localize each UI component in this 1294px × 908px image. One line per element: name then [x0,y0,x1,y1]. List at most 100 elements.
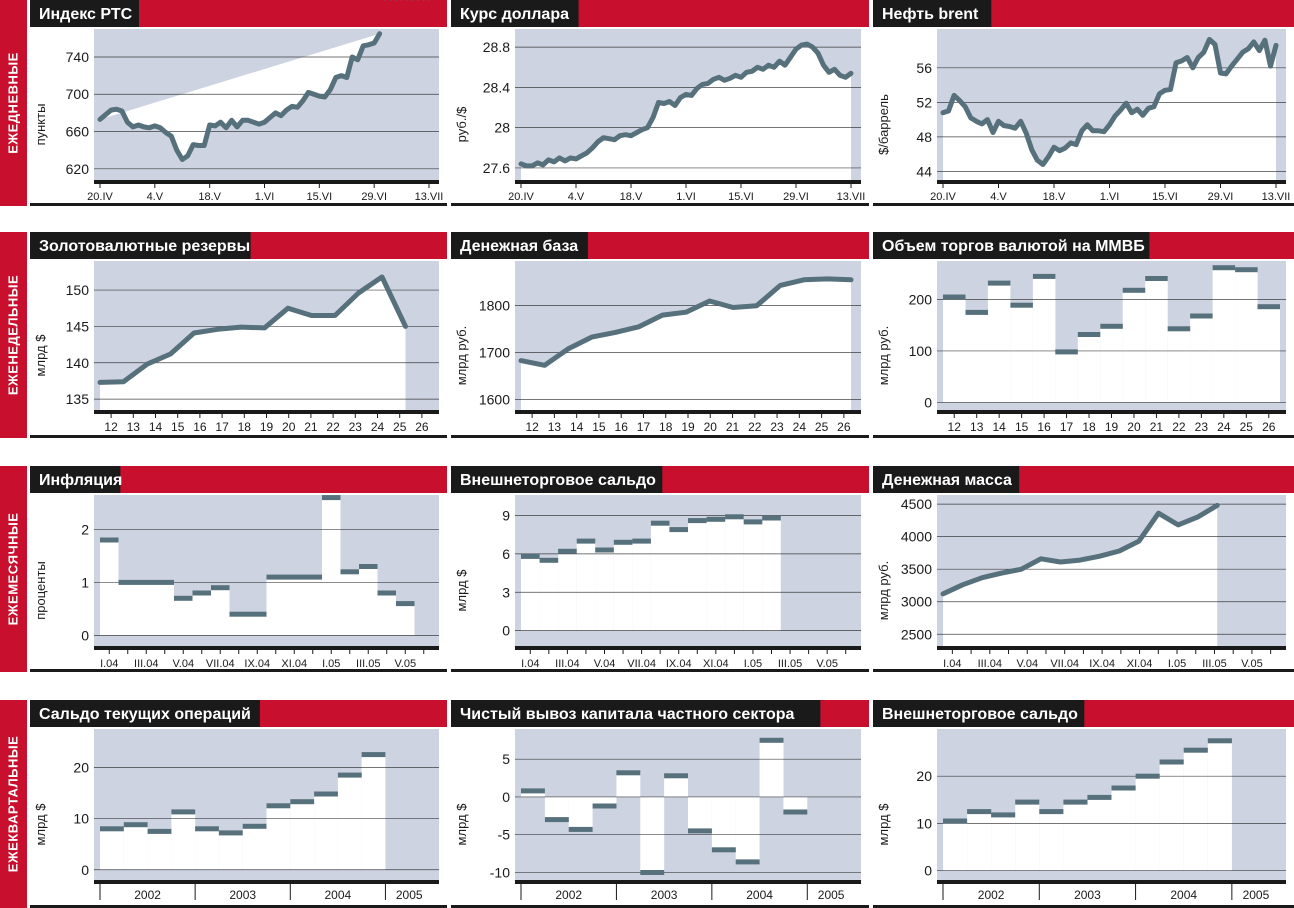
bar-level [521,553,540,559]
x-tick-label: 24 [371,420,385,434]
data-point [828,71,830,73]
chart-title: Денежная база [460,238,578,255]
y-tick-label: 145 [66,318,90,334]
data-point [1153,106,1155,108]
bar-fill [1207,740,1232,871]
bar-fill [616,772,641,797]
bar-fill [688,797,712,831]
x-tick-label: 24 [1217,420,1231,434]
x-tick-label: 16 [1037,420,1051,434]
title-bg [451,0,579,27]
data-point [992,131,994,134]
data-point [970,117,972,119]
x-axis [515,880,861,884]
bar-level [669,527,688,533]
data-point [1197,516,1199,518]
x-tick-label: 4.V [990,191,1007,203]
data-point [334,314,336,317]
y-axis-label: млрд $ [33,803,48,846]
bar-level [1235,267,1258,273]
chart-title: Нефть brent [882,6,979,23]
bar-level [118,579,137,585]
data-point [240,326,242,328]
y-axis-label: млрд $ [33,334,48,377]
x-tick-label: 29.VI [1208,191,1234,203]
bar-level [266,574,285,580]
data-point [536,162,539,164]
bar-level [568,826,593,832]
data-point [1058,150,1061,152]
data-point [740,76,742,78]
bar-level [396,601,415,607]
data-point [567,348,569,350]
data-point [357,292,360,294]
y-tick-label: 660 [66,124,90,140]
data-point [575,158,577,160]
x-tick-label: 20 [704,420,718,434]
x-tick-label: XI.04 [281,658,307,670]
x-tick-label: IX.04 [244,658,270,670]
data-point [614,331,616,333]
bar-fill [1111,788,1136,871]
title-bg [873,700,1085,727]
bar-fill [650,523,670,631]
x-tick-label: 15 [1015,420,1029,434]
y-tick-label: 135 [66,391,90,407]
data-point [833,68,836,70]
data-point [126,121,128,123]
bar-fill [285,577,304,636]
x-tick-label: VII.04 [1050,658,1079,670]
x-tick-label: 20.IV [508,191,534,203]
data-point [1164,89,1166,91]
panel-bottom-border [873,905,1294,908]
data-point [959,100,961,102]
data-point [146,363,148,365]
x-tick-label: 14 [149,420,163,434]
bar-fill [1212,267,1236,403]
y-tick-label: 1700 [479,345,510,361]
chart-capital_outflow: Чистый вывоз капитала частного сектора -1… [451,700,869,908]
data-point [110,109,112,111]
bar-fill [991,814,1016,871]
x-tick-label: 25 [393,420,407,434]
data-point [1059,561,1062,563]
data-point [964,106,966,108]
y-axis-label: млрд $ [454,803,469,846]
panel-bottom-border [873,203,1294,206]
panel-bottom-border [451,905,869,908]
period-band-monthly: ЕЖЕМЕСЯЧНЫЕ [0,466,27,672]
panel-bottom-border [30,669,447,672]
bar-level [192,590,211,596]
bar-fill [155,582,174,636]
chart-title: Инфляция [39,472,122,489]
title-bg [451,700,821,727]
bar-level [1010,302,1033,308]
bar-fill [544,797,569,820]
bar-fill [1039,811,1064,871]
y-tick-label: 700 [66,86,90,102]
x-tick-label: 26 [837,420,851,434]
bar-level [632,538,651,544]
data-point [258,123,260,125]
data-point [1214,43,1216,46]
x-tick-label: I.05 [322,658,340,670]
chart-title: Сальдо текущих операций [39,706,251,723]
bar-level [1077,332,1101,337]
x-tick-label: 13 [548,420,562,434]
y-tick-label: 10 [916,815,932,831]
y-tick-label: 2500 [901,626,932,642]
x-tick-label: 13 [127,420,141,434]
bar-fill [337,775,362,870]
y-tick-label: 1 [81,574,89,590]
data-point [1247,48,1249,50]
bar-fill [242,826,267,870]
data-point [274,112,277,114]
data-point [723,79,726,81]
data-point [296,106,298,108]
x-tick-label: I.04 [943,658,961,670]
data-point [121,110,123,112]
x-tick-label: 23 [349,420,363,434]
data-point [826,278,829,280]
data-point [942,593,944,595]
x-tick-label: 19 [260,420,274,434]
